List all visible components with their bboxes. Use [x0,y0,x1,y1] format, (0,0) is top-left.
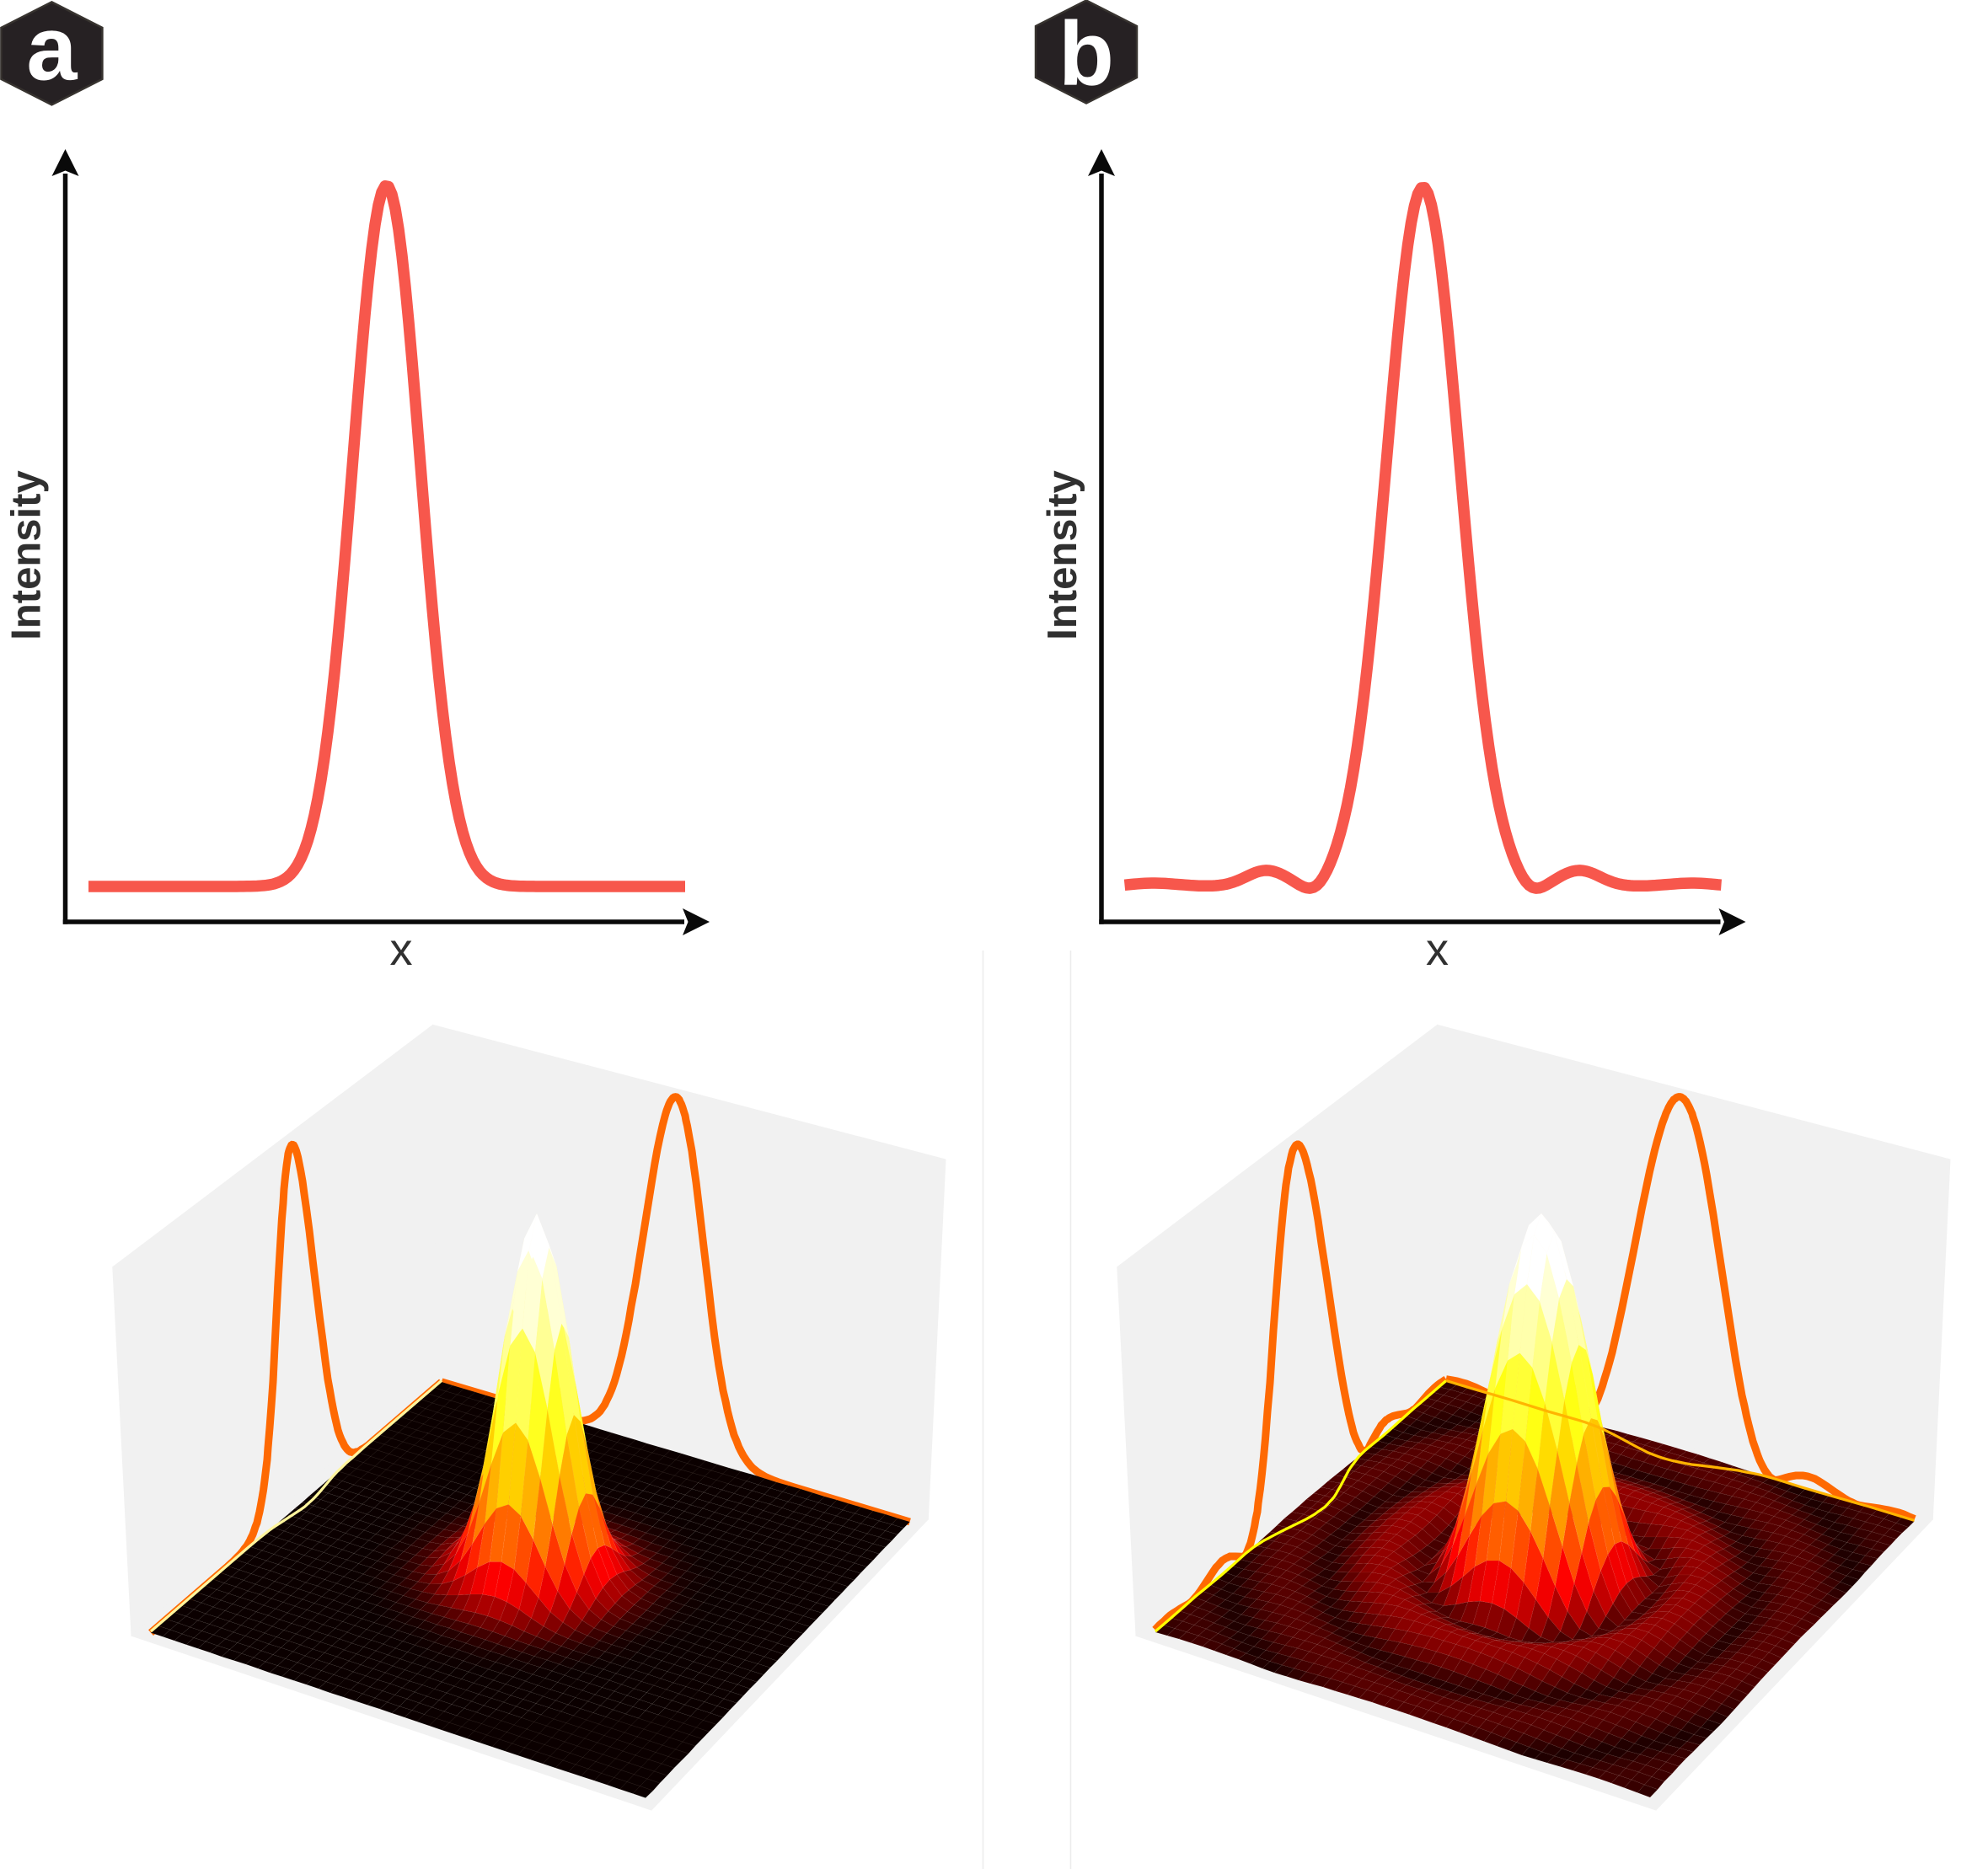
svg-text:Intensity: Intensity [4,470,50,640]
svg-text:x: x [1426,924,1449,975]
svg-text:b: b [1058,3,1114,104]
svg-text:a: a [26,0,78,99]
svg-text:x: x [390,924,413,975]
svg-text:Intensity: Intensity [1040,470,1085,640]
